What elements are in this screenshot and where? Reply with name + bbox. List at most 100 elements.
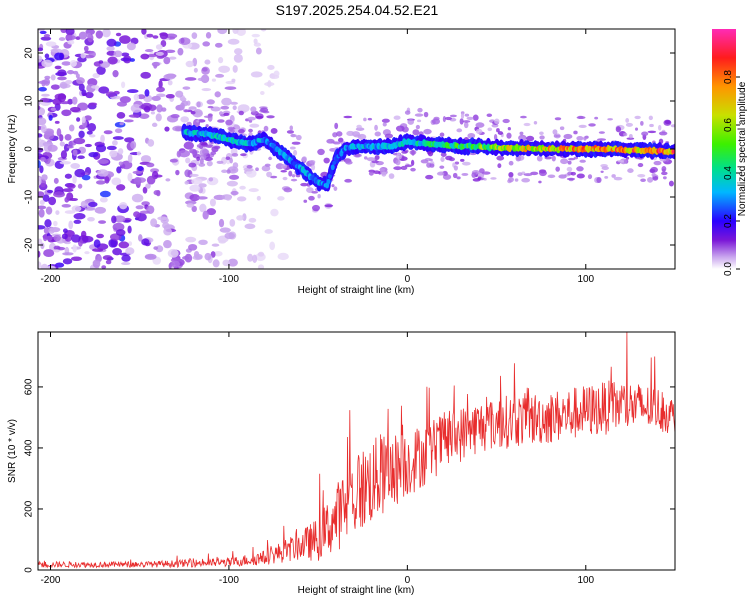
halo-blob xyxy=(333,186,338,191)
noise-blob xyxy=(185,236,197,243)
noise-blob xyxy=(88,102,98,106)
noise-blob xyxy=(186,203,195,208)
halo-blob xyxy=(393,115,401,120)
halo-blob xyxy=(293,149,298,156)
noise-blob xyxy=(38,250,41,258)
noise-blob xyxy=(87,216,95,222)
halo-blob xyxy=(186,100,191,106)
halo-blob xyxy=(312,204,320,212)
halo-blob xyxy=(640,120,644,126)
noise-blob xyxy=(227,38,240,45)
noise-blob xyxy=(112,70,119,78)
halo-blob xyxy=(286,130,295,134)
noise-blob xyxy=(121,81,126,89)
noise-blob xyxy=(48,196,57,206)
noise-blob xyxy=(221,97,232,106)
halo-blob xyxy=(303,199,308,203)
halo-blob xyxy=(661,165,667,172)
noise-blob xyxy=(168,56,177,60)
noise-blob xyxy=(61,109,72,117)
noise-blob xyxy=(253,38,258,44)
halo-blob xyxy=(493,133,498,141)
noise-blob xyxy=(38,125,41,131)
halo-blob xyxy=(381,171,387,177)
noise-blob xyxy=(133,93,140,101)
halo-blob xyxy=(625,118,630,123)
halo-blob xyxy=(526,135,535,142)
noise-blob xyxy=(250,71,263,78)
noise-blob xyxy=(84,207,96,211)
noise-blob xyxy=(125,247,135,255)
noise-blob xyxy=(229,174,240,180)
noise-blob xyxy=(111,215,117,224)
noise-blob xyxy=(121,254,131,262)
halo-blob xyxy=(263,125,269,132)
halo-blob xyxy=(661,171,668,176)
noise-blob xyxy=(139,210,151,214)
snr-series-line xyxy=(38,332,675,569)
noise-blob xyxy=(106,46,115,52)
halo-blob xyxy=(300,182,308,187)
snr-x-ticks: -200 -100 0 100 xyxy=(40,332,595,586)
noise-blob xyxy=(199,203,207,213)
halo-blob xyxy=(374,156,378,162)
halo-blob xyxy=(308,195,315,201)
noise-blob xyxy=(217,29,228,35)
noise-blob xyxy=(38,137,42,143)
noise-blob xyxy=(41,59,53,68)
noise-blob xyxy=(248,188,259,193)
halo-blob xyxy=(379,168,386,172)
halo-blob xyxy=(576,173,585,179)
halo-blob xyxy=(410,167,416,172)
halo-blob xyxy=(440,156,445,162)
halo-blob xyxy=(223,112,230,116)
noise-blob xyxy=(211,78,217,82)
noise-blob xyxy=(39,30,47,35)
noise-blob xyxy=(46,265,56,269)
noise-blob xyxy=(130,140,137,150)
noise-blob xyxy=(136,151,141,156)
halo-blob xyxy=(559,126,565,131)
noise-blob xyxy=(160,40,167,48)
noise-blob xyxy=(145,183,151,189)
noise-blob xyxy=(96,66,106,75)
halo-blob xyxy=(648,115,653,121)
halo-blob xyxy=(554,117,562,121)
halo-blob xyxy=(425,174,434,180)
halo-blob xyxy=(523,173,533,177)
halo-blob xyxy=(238,110,244,116)
noise-blob xyxy=(62,252,74,256)
halo-blob xyxy=(374,131,382,137)
noise-blob xyxy=(121,52,130,57)
noise-blob xyxy=(88,201,98,207)
halo-blob xyxy=(651,172,656,177)
noise-blob xyxy=(40,242,45,250)
snr-x-axis-label: Height of straight line (km) xyxy=(298,585,415,596)
noise-blob xyxy=(260,90,265,96)
halo-blob xyxy=(205,124,209,127)
colorbar-ticks: 0.0 0.2 0.4 0.6 0.8 xyxy=(723,70,740,276)
halo-blob xyxy=(453,165,458,171)
noise-blob xyxy=(83,45,89,52)
halo-blob xyxy=(497,131,504,135)
noise-blob xyxy=(232,29,239,35)
noise-blob xyxy=(163,73,176,80)
noise-blob xyxy=(38,133,43,138)
noise-blob xyxy=(251,33,261,38)
noise-blob xyxy=(115,32,122,37)
spectrogram-y-ticks: -20 -10 0 10 20 xyxy=(24,47,675,252)
halo-blob xyxy=(496,128,500,133)
ridge-core xyxy=(332,160,337,166)
noise-blob xyxy=(131,193,144,203)
noise-blob xyxy=(214,42,223,48)
noise-blob xyxy=(218,57,224,64)
noise-blob xyxy=(39,97,50,103)
noise-blob xyxy=(61,188,74,192)
noise-blob xyxy=(71,205,82,212)
y-tick-label: 0 xyxy=(24,567,35,573)
noise-blob xyxy=(191,32,198,40)
halo-blob xyxy=(547,174,556,179)
halo-blob xyxy=(198,162,206,167)
halo-blob xyxy=(323,157,330,164)
halo-blob xyxy=(463,121,469,129)
